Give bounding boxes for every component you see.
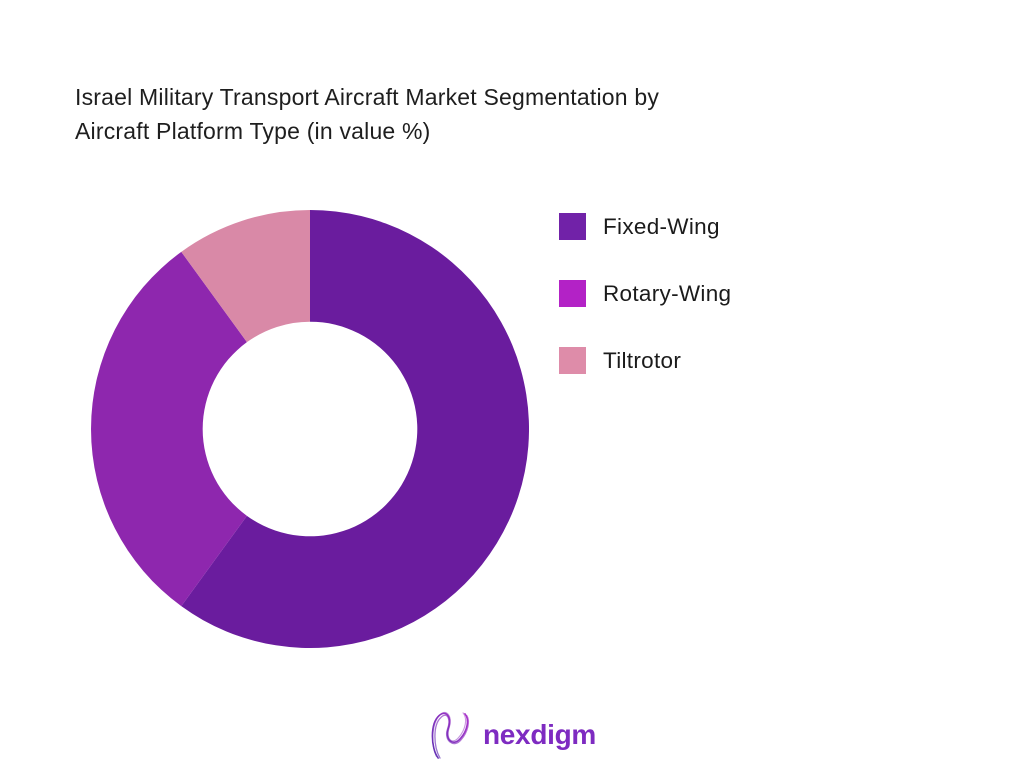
chart-legend: Fixed-Wing Rotary-Wing Tiltrotor	[559, 213, 731, 374]
brand-footer: nexdigm	[0, 708, 1024, 762]
donut-segment-rotary-wing	[91, 251, 247, 607]
chart-title: Israel Military Transport Aircraft Marke…	[75, 80, 659, 148]
donut-segment-tiltrotor	[181, 210, 310, 343]
legend-swatch-fixed-wing	[559, 213, 586, 240]
chart-title-line-1: Israel Military Transport Aircraft Marke…	[75, 84, 660, 110]
legend-label-fixed-wing: Fixed-Wing	[603, 213, 720, 239]
legend-item-rotary-wing: Rotary-Wing	[559, 280, 731, 307]
legend-item-fixed-wing: Fixed-Wing	[559, 213, 731, 240]
legend-swatch-tiltrotor	[559, 347, 586, 374]
chart-title-line-2: Aircraft Platform Type (in value %)	[75, 118, 431, 144]
legend-label-tiltrotor: Tiltrotor	[603, 347, 682, 373]
legend-label-rotary-wing: Rotary-Wing	[603, 280, 732, 306]
donut-segment-fixed-wing	[181, 210, 529, 648]
legend-item-tiltrotor: Tiltrotor	[559, 347, 731, 374]
legend-swatch-rotary-wing	[559, 280, 586, 307]
brand-wordmark: nexdigm	[482, 719, 597, 750]
nexdigm-swirl-n-icon	[431, 711, 470, 759]
donut-chart	[91, 210, 529, 648]
